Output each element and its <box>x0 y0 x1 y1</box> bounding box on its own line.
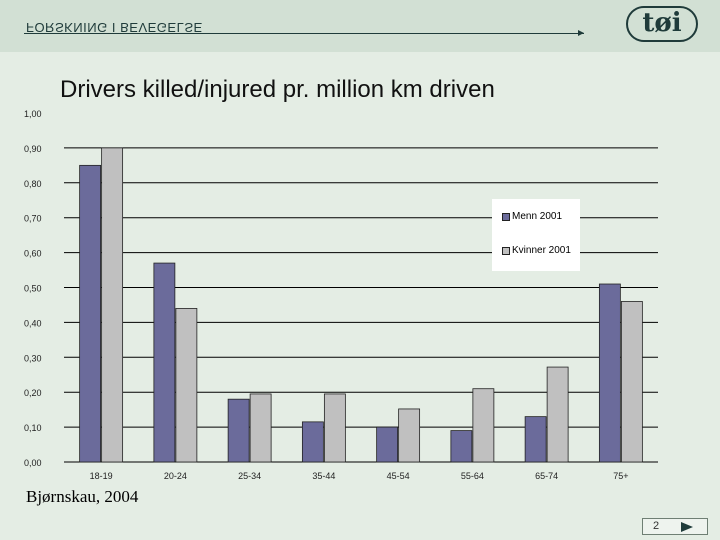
x-tick-label: 18-19 <box>90 471 113 481</box>
bar-menn-20-24 <box>153 262 176 463</box>
bar-kvinner-18-19 <box>101 147 124 463</box>
x-tick-label: 35-44 <box>312 471 335 481</box>
y-tick-label: 0,80 <box>24 179 42 189</box>
bar-kvinner-75+ <box>620 301 643 463</box>
toi-logo: tøi <box>626 6 698 42</box>
bar-kvinner-25-34 <box>249 393 272 463</box>
x-tick-label: 65-74 <box>535 471 558 481</box>
bar-kvinner-55-64 <box>472 388 495 463</box>
legend-label-menn: Menn 2001 <box>512 211 563 222</box>
bar-menn-18-19 <box>79 164 102 463</box>
bar-kvinner-65-74 <box>546 366 569 463</box>
x-tick-label: 55-64 <box>461 471 484 481</box>
y-tick-label: 0,50 <box>24 284 42 294</box>
bar-kvinner-35-44 <box>323 393 346 463</box>
y-tick-label: 0,10 <box>24 423 42 433</box>
page-navigator[interactable]: 2 <box>642 518 708 535</box>
bar-kvinner-45-54 <box>398 408 421 463</box>
y-tick-label: 0,60 <box>24 249 42 259</box>
y-tick-label: 0,90 <box>24 144 42 154</box>
y-tick-label: 0,00 <box>24 458 42 468</box>
y-tick-label: 1,00 <box>24 109 42 119</box>
header-arrow-icon <box>578 30 584 36</box>
y-tick-label: 0,40 <box>24 318 42 328</box>
x-tick-label: 45-54 <box>387 471 410 481</box>
header-rule <box>24 33 584 34</box>
chart-legend: Menn 2001 Kvinner 2001 <box>492 199 580 271</box>
bar-menn-75+ <box>598 283 621 463</box>
triangle-right-icon[interactable] <box>681 522 693 532</box>
y-tick-label: 0,20 <box>24 388 42 398</box>
chart-title: Drivers killed/injured pr. million km dr… <box>60 76 495 103</box>
y-tick-label: 0,70 <box>24 214 42 224</box>
x-tick-label: 20-24 <box>164 471 187 481</box>
bar-menn-35-44 <box>301 421 324 463</box>
bar-menn-55-64 <box>450 430 473 463</box>
legend-swatch-menn <box>502 213 510 221</box>
x-tick-label: 25-34 <box>238 471 261 481</box>
source-citation: Bjørnskau, 2004 <box>26 487 139 506</box>
bar-kvinner-20-24 <box>175 308 198 463</box>
bar-menn-25-34 <box>227 398 250 463</box>
page-number: 2 <box>653 520 660 532</box>
legend-label-kvinner: Kvinner 2001 <box>512 245 571 256</box>
y-tick-label: 0,30 <box>24 353 42 363</box>
x-tick-label: 75+ <box>613 471 628 481</box>
bar-menn-45-54 <box>376 426 399 463</box>
header-band <box>0 0 720 52</box>
legend-swatch-kvinner <box>502 247 510 255</box>
bar-menn-65-74 <box>524 416 547 463</box>
